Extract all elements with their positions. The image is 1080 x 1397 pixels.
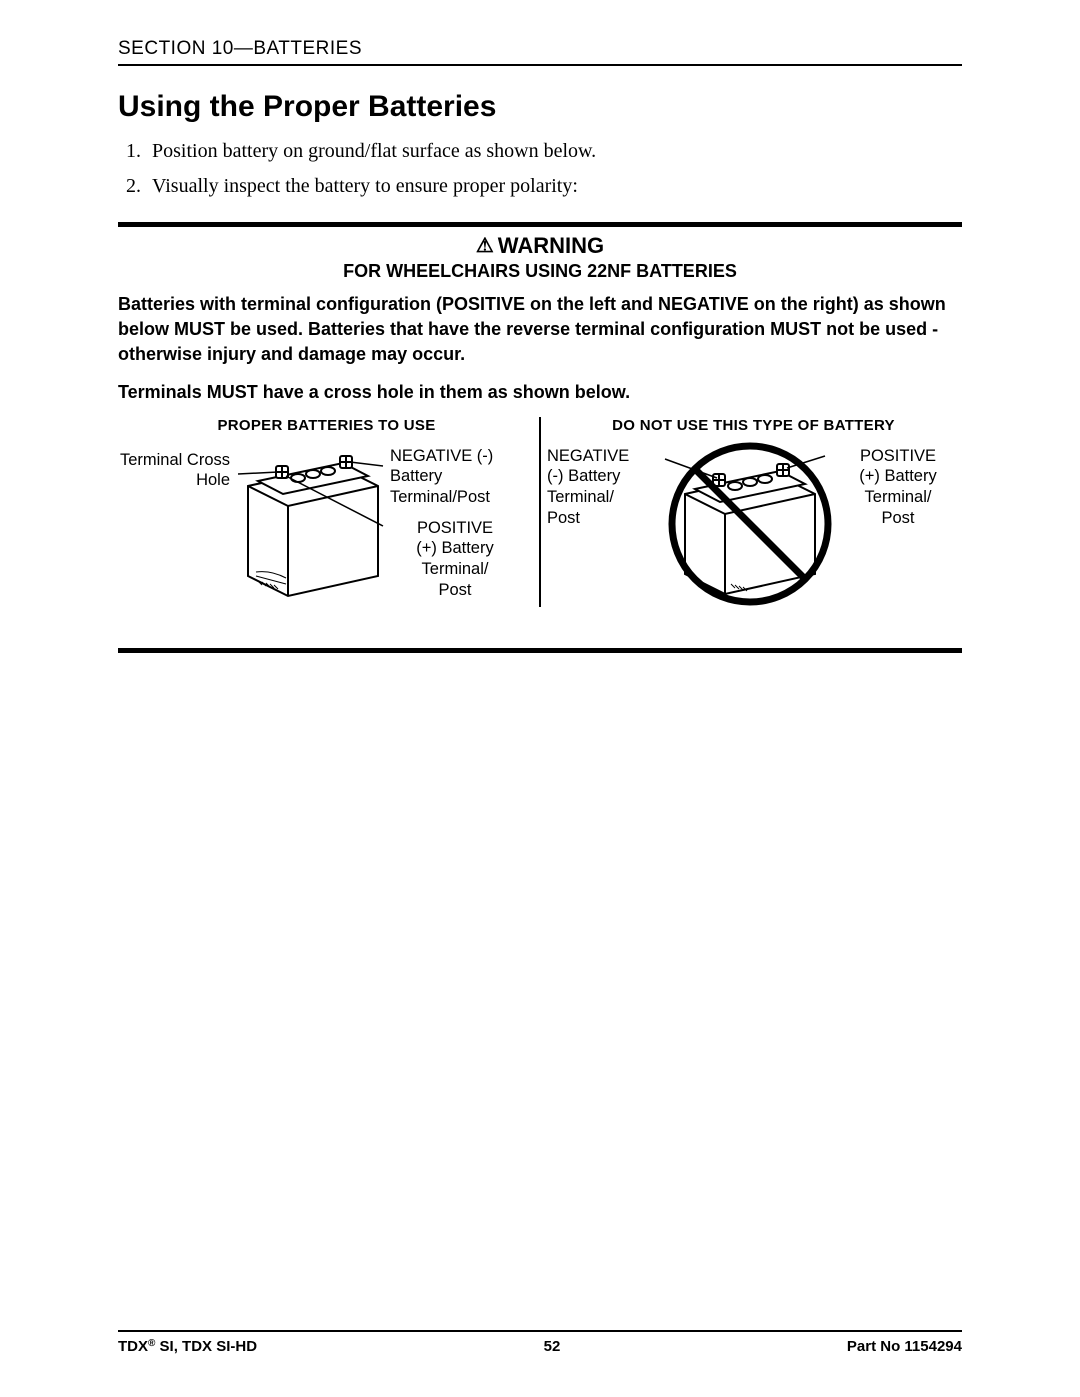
warning-subtitle: FOR WHEELCHAIRS USING 22NF BATTERIES [118,261,962,282]
warning-rule-bottom [118,648,962,653]
diagram-proper: PROPER BATTERIES TO USE [118,417,535,620]
diagram-improper: DO NOT USE THIS TYPE OF BATTERY [545,417,962,620]
label-pos-left: POSITIVE (+) Battery Terminal/ Post [400,518,510,601]
label-crosshole: Terminal Cross Hole [110,450,230,491]
step-item: Visually inspect the battery to ensure p… [146,171,962,202]
header-rule [118,64,962,66]
warning-body-2: Terminals MUST have a cross hole in them… [118,380,962,405]
battery-proper-svg [228,436,398,606]
label-neg-right: NEGATIVE (-) Battery Terminal/ Post [547,446,657,529]
warning-rule-top [118,222,962,227]
diagram-improper-title: DO NOT USE THIS TYPE OF BATTERY [545,417,962,434]
step-list: Position battery on ground/flat surface … [118,136,962,202]
footer-rule [118,1330,962,1332]
page-title: Using the Proper Batteries [118,90,962,124]
diagram-proper-title: PROPER BATTERIES TO USE [118,417,535,434]
step-item: Position battery on ground/flat surface … [146,136,962,167]
footer-part-number: Part No 1154294 [847,1338,962,1355]
warning-block: ⚠WARNING FOR WHEELCHAIRS USING 22NF BATT… [118,233,962,620]
diagram-row: PROPER BATTERIES TO USE [118,417,962,620]
footer-page-number: 52 [544,1338,561,1355]
battery-improper-svg [645,434,845,614]
section-header: SECTION 10—BATTERIES [118,38,962,60]
label-pos-right: POSITIVE (+) Battery Terminal/ Post [843,446,953,529]
warning-title: ⚠WARNING [118,233,962,259]
warning-icon: ⚠ [476,235,494,257]
warning-body-1: Batteries with terminal configuration (P… [118,292,962,368]
diagram-divider [539,417,541,607]
warning-label: WARNING [498,233,604,258]
label-neg-left: NEGATIVE (-) Battery Terminal/Post [390,446,520,508]
footer-product: TDX® SI, TDX SI-HD [118,1338,257,1355]
page-footer: TDX® SI, TDX SI-HD 52 Part No 1154294 [118,1330,962,1355]
